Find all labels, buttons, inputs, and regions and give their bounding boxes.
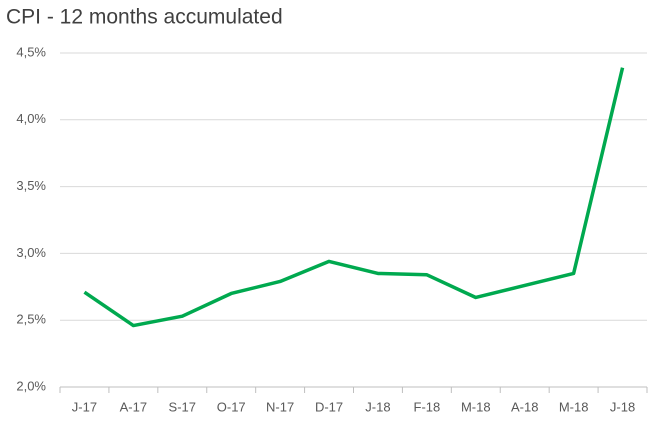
x-tick-label: N-17	[266, 399, 294, 414]
x-tick-label: S-17	[169, 399, 196, 414]
series-line	[83, 67, 625, 328]
x-tick-label: O-17	[217, 399, 246, 414]
y-tick-label: 3,5%	[16, 178, 46, 193]
x-tick-label: M-18	[559, 399, 589, 414]
y-tick-label: 2,0%	[16, 378, 46, 393]
x-tick-label: F-18	[414, 399, 441, 414]
y-tick-label: 3,0%	[16, 245, 46, 260]
x-tick-label: A-17	[120, 399, 147, 414]
x-tick-label: A-18	[511, 399, 538, 414]
x-tick-label: M-18	[461, 399, 491, 414]
x-tick-label: J-18	[365, 399, 390, 414]
x-tick-label: J-17	[72, 399, 97, 414]
x-tick-label: J-18	[610, 399, 635, 414]
y-tick-label: 4,0%	[16, 111, 46, 126]
x-tick-label: D-17	[315, 399, 343, 414]
chart-title: CPI - 12 months accumulated	[6, 6, 283, 29]
y-tick-label: 2,5%	[16, 312, 46, 327]
y-tick-label: 4,5%	[16, 44, 46, 59]
